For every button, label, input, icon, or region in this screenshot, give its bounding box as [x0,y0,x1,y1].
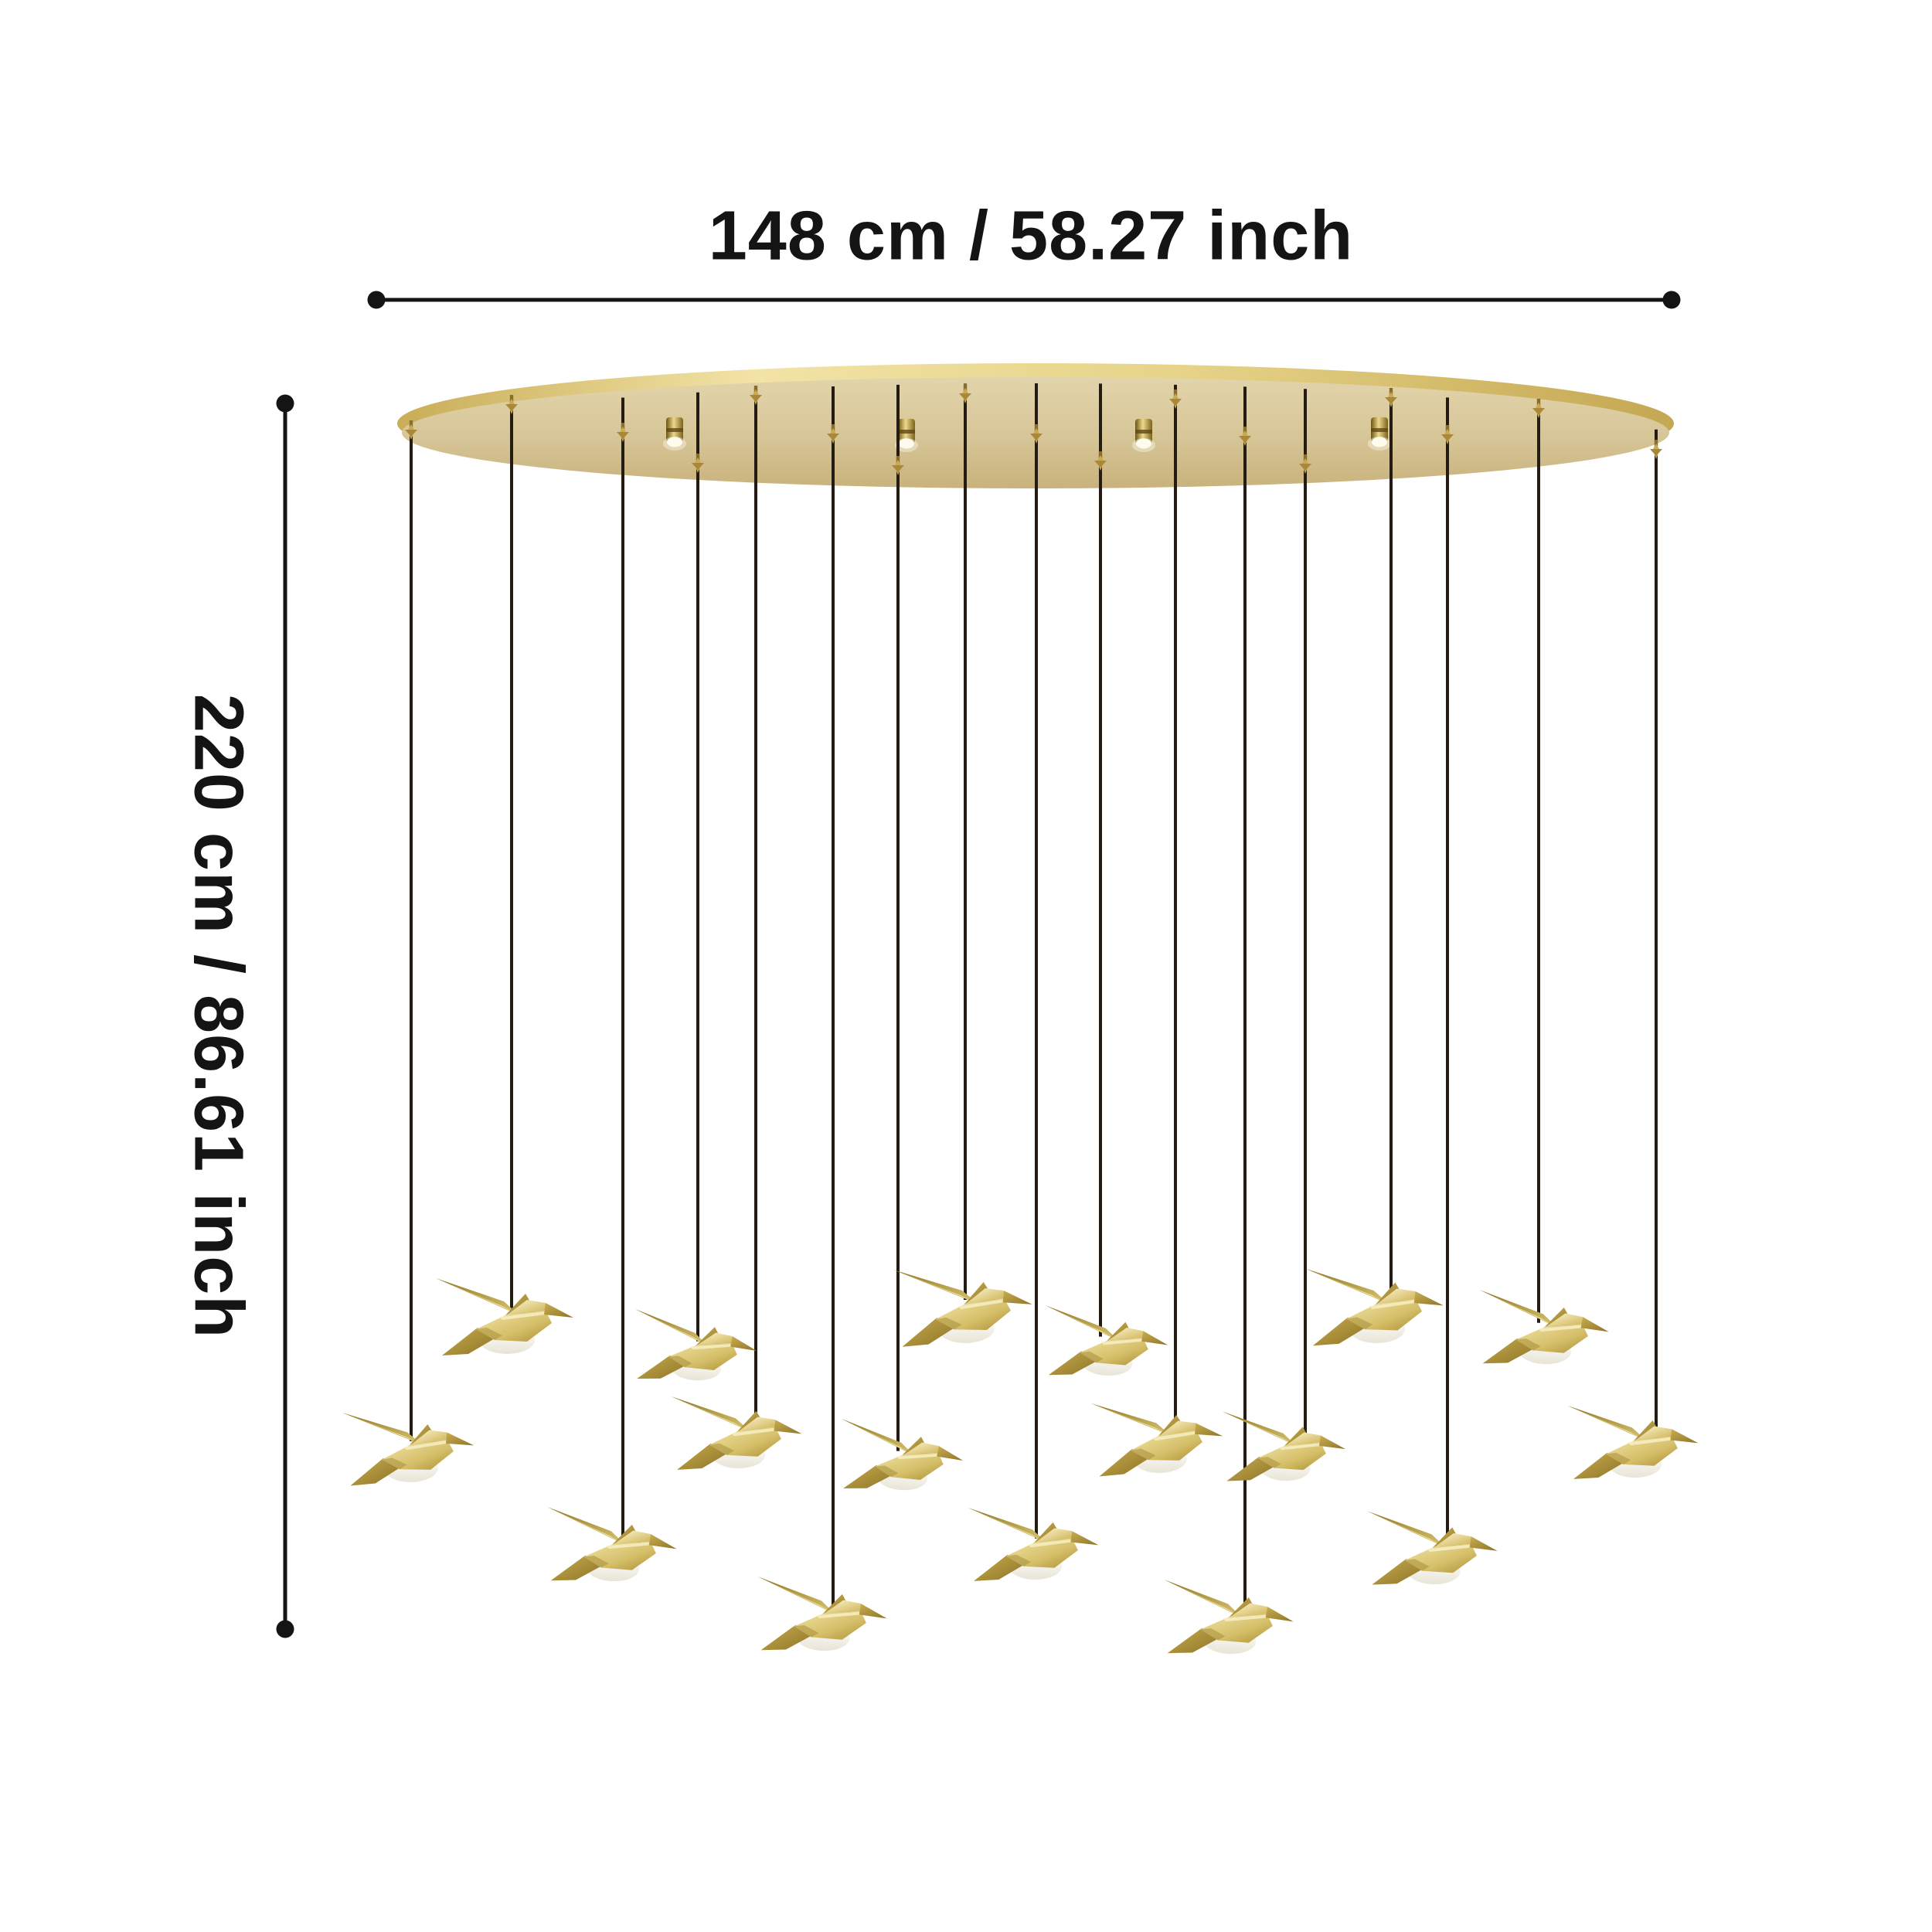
suspension-cords-layer [405,383,1662,1613]
hummingbird-pendant [1366,1511,1498,1587]
dimension-endpoint-dot [367,291,386,309]
hummingbird-pendant [1043,1305,1169,1379]
hummingbird-pendant [1305,1266,1444,1346]
hummingbird-pendant [631,1308,759,1385]
canopy-led-spot [663,417,686,451]
hummingbird-pendant [545,1507,679,1585]
hummingbird-pendant [1162,1580,1295,1658]
hummingbird-pendant [342,1407,475,1486]
hummingbird-pendant [671,1396,802,1470]
width-dimension-label: 148 cm / 58.27 inch [708,197,1354,275]
hummingbird-pendant [436,1278,573,1355]
canopy-led-spot [1368,417,1391,451]
hummingbird-pendant [893,1264,1034,1348]
hummingbird-pendant [968,1507,1099,1581]
dimension-endpoint-dot [276,394,294,413]
bird-pendants-layer [342,1264,1699,1658]
dimension-lines-layer [276,291,1681,1638]
height-dimension-label: 220 cm / 86.61 inch [179,693,257,1339]
dimension-endpoint-dot [276,1620,294,1638]
canopy-led-spot [1132,419,1155,452]
dimension-endpoint-dot [1662,291,1681,309]
hummingbird-pendant [755,1577,889,1655]
hummingbird-pendant [1090,1398,1224,1477]
hummingbird-pendant [1477,1290,1611,1368]
hummingbird-pendant [1567,1405,1699,1479]
hummingbird-pendant [837,1418,965,1495]
hummingbird-pendant [1221,1411,1346,1484]
